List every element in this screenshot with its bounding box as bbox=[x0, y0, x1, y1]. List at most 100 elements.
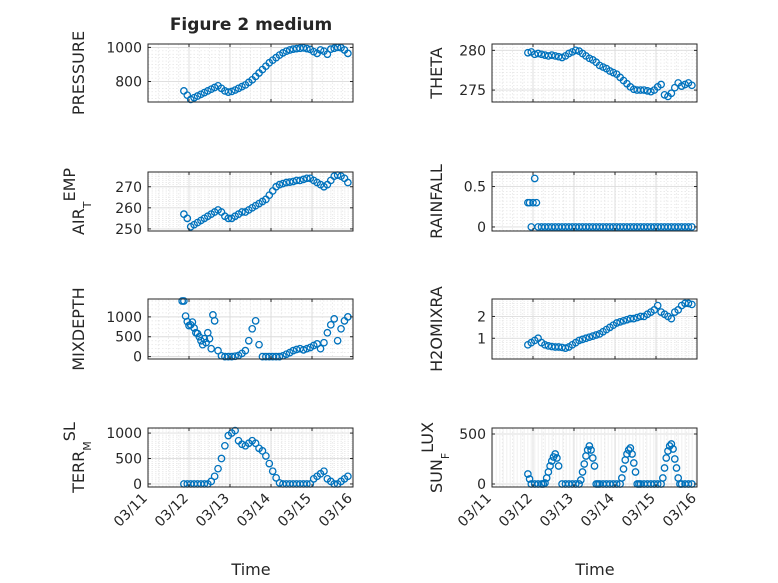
axes-box bbox=[147, 427, 354, 488]
axes-box bbox=[147, 43, 354, 103]
data-point bbox=[251, 439, 260, 448]
data-point bbox=[631, 468, 640, 476]
y-tick-label: 1 bbox=[477, 331, 486, 347]
y-tick-label: 500 bbox=[115, 330, 142, 346]
data-point bbox=[576, 476, 585, 484]
y-tick-label: 0.5 bbox=[464, 180, 486, 196]
y-tick-label: 500 bbox=[459, 427, 486, 443]
data-point bbox=[623, 450, 631, 458]
data-point bbox=[585, 333, 594, 342]
y-tick-label: 1000 bbox=[106, 310, 142, 326]
data-point bbox=[326, 45, 335, 53]
data-point bbox=[667, 440, 676, 448]
data-point bbox=[262, 452, 270, 460]
data-point bbox=[670, 455, 679, 463]
data-point bbox=[667, 89, 676, 98]
data-point bbox=[282, 47, 291, 56]
data-point bbox=[571, 46, 580, 55]
y-tick-label: 270 bbox=[115, 180, 142, 196]
data-point bbox=[296, 176, 304, 185]
subplot-air-temp: 250 260 270 AIRTEMP bbox=[60, 168, 354, 238]
data-point bbox=[554, 462, 563, 470]
axes-box bbox=[491, 298, 698, 360]
axes-box bbox=[491, 171, 698, 232]
data-point bbox=[200, 334, 209, 343]
data-point bbox=[289, 346, 298, 355]
y-tick-label: 0 bbox=[133, 477, 142, 493]
y-tick-label: 260 bbox=[115, 201, 142, 217]
data-point bbox=[275, 352, 284, 361]
axes-box bbox=[491, 43, 698, 103]
data-point bbox=[214, 464, 222, 473]
figure-title: Figure 2 medium bbox=[170, 15, 332, 35]
y-tick-label: 250 bbox=[115, 222, 142, 238]
data-point bbox=[238, 208, 246, 216]
data-point bbox=[662, 454, 671, 462]
data-point bbox=[546, 462, 554, 470]
data-point bbox=[265, 459, 274, 468]
data-point bbox=[660, 464, 669, 472]
data-point bbox=[326, 320, 335, 329]
data-point bbox=[537, 50, 546, 59]
data-point bbox=[684, 299, 693, 308]
y-tick-label: 0 bbox=[477, 220, 486, 236]
data-point bbox=[617, 474, 626, 482]
data-point bbox=[578, 335, 587, 344]
data-point bbox=[180, 297, 188, 305]
data-point bbox=[330, 315, 339, 323]
data-point bbox=[224, 88, 233, 96]
data-point bbox=[612, 319, 621, 327]
data-point bbox=[299, 346, 308, 354]
data-point bbox=[344, 178, 352, 187]
data-point bbox=[575, 336, 583, 345]
data-point bbox=[217, 454, 226, 463]
data-point bbox=[534, 49, 542, 58]
y-axis-label: THETA bbox=[427, 47, 446, 99]
data-point bbox=[320, 338, 328, 347]
data-point bbox=[657, 80, 665, 89]
y-tick-label: 0 bbox=[477, 477, 486, 493]
data-point bbox=[323, 50, 332, 59]
data-point bbox=[592, 331, 601, 339]
data-point bbox=[323, 328, 332, 337]
y-tick-label: 800 bbox=[115, 75, 142, 91]
data-point bbox=[183, 214, 192, 223]
data-point bbox=[344, 472, 352, 481]
data-point bbox=[207, 344, 216, 353]
data-point bbox=[669, 445, 677, 453]
data-point bbox=[303, 344, 311, 353]
data-point bbox=[255, 340, 263, 349]
data-point bbox=[241, 346, 250, 355]
data-point bbox=[214, 346, 222, 355]
subplot-theta: 275 280 THETA bbox=[427, 43, 698, 103]
axes-box bbox=[147, 298, 354, 360]
data-point bbox=[551, 52, 560, 60]
data-point bbox=[205, 334, 214, 343]
data-point bbox=[525, 475, 534, 483]
y-axis-label: SUNFLUX bbox=[418, 422, 452, 493]
data-point bbox=[588, 454, 597, 462]
data-point bbox=[272, 473, 280, 482]
x-axis-label-left: Time bbox=[230, 560, 270, 579]
subplot-h2omixra: 1 2 H2OMIXRA bbox=[427, 286, 698, 372]
data-point bbox=[541, 479, 549, 487]
y-tick-label: 1000 bbox=[106, 426, 142, 442]
y-axis-label: AIRTEMP bbox=[60, 168, 94, 235]
data-point bbox=[258, 447, 267, 455]
data-point bbox=[629, 459, 638, 467]
y-axis-label: H2OMIXRA bbox=[427, 286, 446, 372]
data-point bbox=[658, 474, 667, 482]
data-point bbox=[224, 214, 233, 223]
data-point bbox=[333, 336, 342, 345]
data-point bbox=[688, 81, 696, 90]
subplot-mixdepth: 0 500 1000 MIXDEPTH bbox=[69, 287, 354, 371]
data-point bbox=[532, 198, 541, 207]
data-point bbox=[547, 51, 556, 59]
data-point bbox=[320, 467, 328, 476]
data-point bbox=[285, 46, 294, 54]
data-point bbox=[268, 467, 277, 476]
data-point bbox=[636, 312, 645, 321]
data-point bbox=[688, 300, 696, 309]
